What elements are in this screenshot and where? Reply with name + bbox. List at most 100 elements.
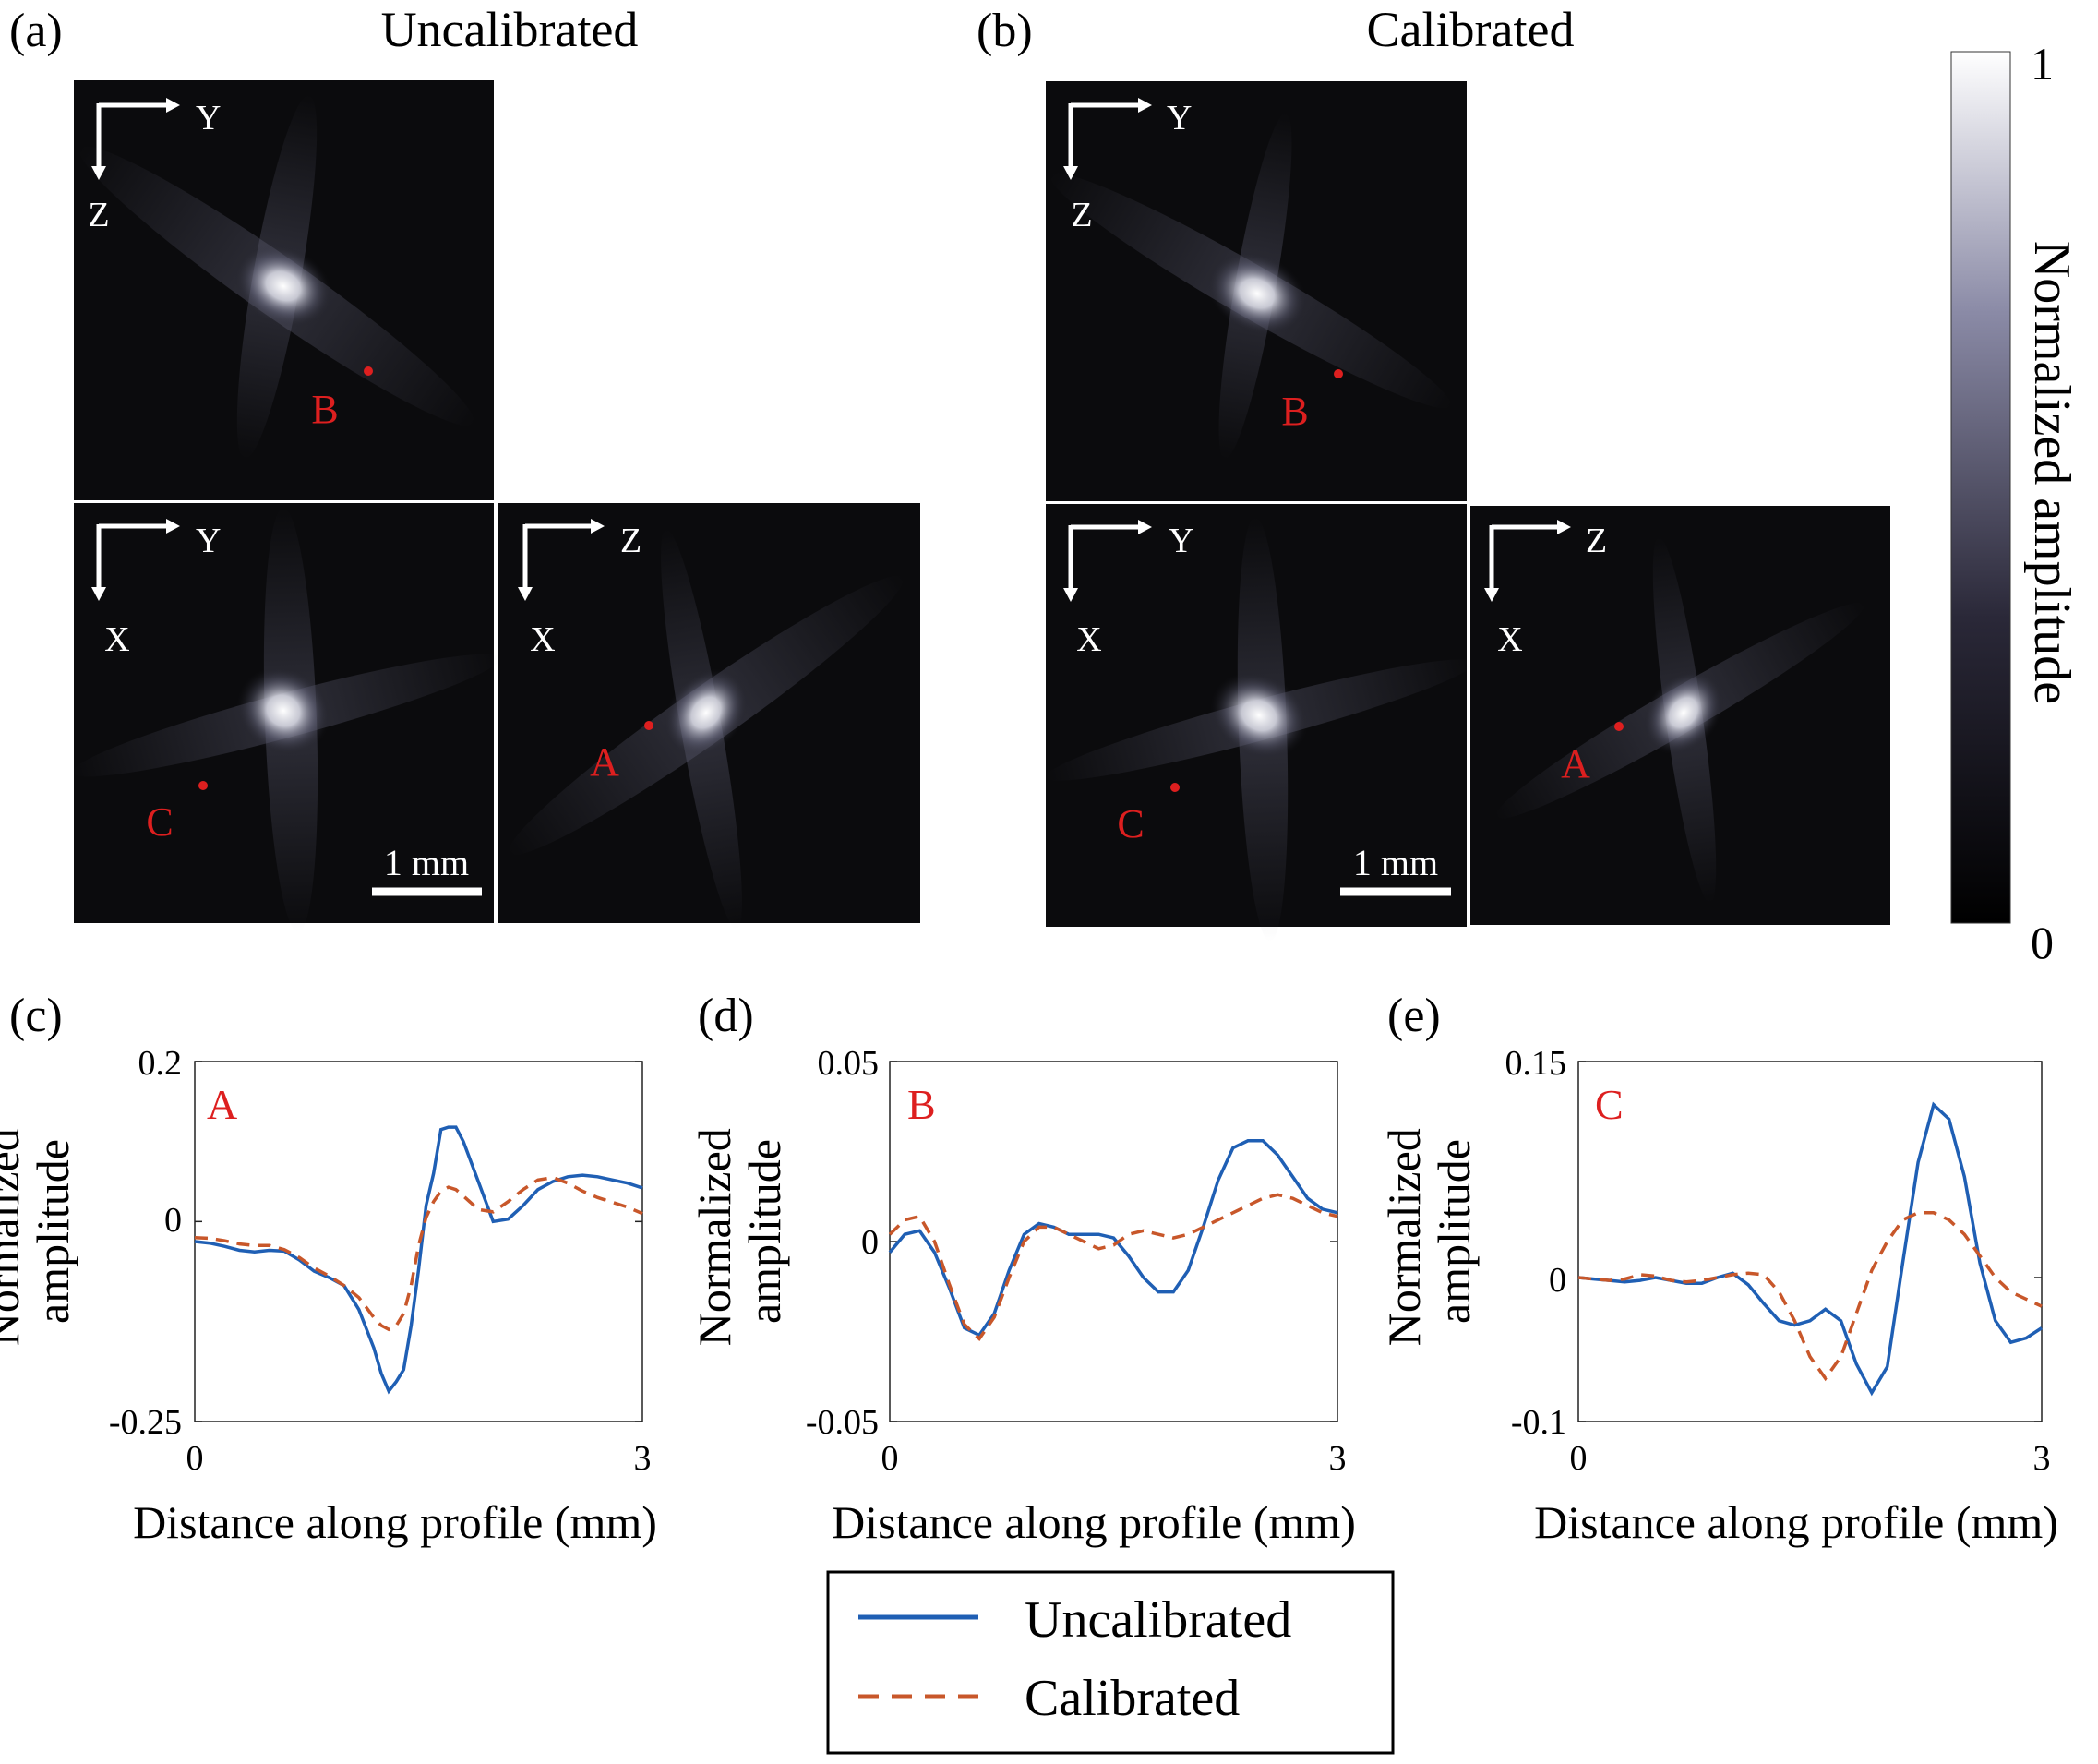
chart-panel-label: (c) bbox=[9, 990, 63, 1042]
legend-box bbox=[826, 1570, 1395, 1755]
y-axis-label: Normalized amplitude bbox=[1378, 1117, 1480, 1347]
chart-panel-label: (e) bbox=[1387, 990, 1441, 1042]
series-calibrated-line bbox=[194, 1175, 643, 1332]
x-tick-label: 0 bbox=[881, 1439, 899, 1478]
x-tick-label: 0 bbox=[186, 1439, 204, 1478]
arrowhead-icon bbox=[1557, 520, 1571, 534]
psf-spot bbox=[236, 666, 330, 755]
psf-spot bbox=[1210, 672, 1308, 759]
y-tick-label: 0.15 bbox=[1505, 1044, 1567, 1083]
colorbar-min-label: 0 bbox=[2031, 917, 2054, 968]
x-tick-label: 3 bbox=[2033, 1439, 2051, 1478]
axis-label-vertical: X bbox=[1076, 620, 1101, 659]
scalebar-label: 1 mm bbox=[384, 842, 469, 883]
legend-label-calibrated: Calibrated bbox=[1025, 1670, 1240, 1727]
axis-label-horizontal: Y bbox=[1167, 99, 1192, 138]
y-tick-label: -0.1 bbox=[1511, 1403, 1566, 1442]
panel-a-view-xz: Z X A bbox=[498, 503, 920, 930]
y-axis-label-line: amplitude bbox=[27, 1139, 78, 1324]
arrowhead-icon bbox=[91, 166, 106, 180]
y-tick-label: 0 bbox=[1549, 1261, 1566, 1300]
x-tick-label: 3 bbox=[634, 1439, 652, 1478]
colorbar-max-label: 1 bbox=[2031, 38, 2054, 90]
x-tick-label: 3 bbox=[1329, 1439, 1347, 1478]
series-container bbox=[1577, 1101, 2043, 1397]
y-axis-label-line: Normalized bbox=[1378, 1128, 1430, 1346]
arrowhead-icon bbox=[591, 519, 605, 534]
x-axis-label: Distance along profile (mm) bbox=[133, 1496, 657, 1548]
axis-label-vertical: X bbox=[530, 620, 555, 659]
arrowhead-icon bbox=[1484, 588, 1499, 602]
profile-marker-label: C bbox=[146, 799, 173, 845]
panel-a: (a) Uncalibrated Y Z B Y bbox=[9, 2, 920, 932]
y-axis-label: Normalized amplitude bbox=[689, 1117, 790, 1347]
tick-marks bbox=[195, 1061, 642, 1422]
arrowhead-icon bbox=[1063, 588, 1078, 602]
colorbar: 1 0 Normalized amplitude bbox=[1950, 38, 2080, 968]
panel-a-title: Uncalibrated bbox=[381, 2, 639, 57]
legend-label-uncalibrated: Uncalibrated bbox=[1025, 1591, 1291, 1649]
panel-b-label: (b) bbox=[977, 5, 1033, 57]
y-axis-label: Normalized amplitude bbox=[0, 1117, 78, 1347]
y-tick-label: 0 bbox=[861, 1223, 879, 1262]
arrowhead-icon bbox=[1138, 98, 1152, 113]
chart-c: (c) A 0.2 0 -0.25 0 3 Distance along pro… bbox=[0, 990, 657, 1548]
profile-marker-label: A bbox=[1561, 741, 1590, 786]
profile-marker-dot bbox=[364, 366, 373, 376]
y-tick-label: 0 bbox=[164, 1201, 182, 1240]
plot-annotation: B bbox=[907, 1081, 936, 1128]
panel-b-view-yz: Y Z B bbox=[1046, 81, 1467, 501]
y-tick-label: 0.2 bbox=[138, 1044, 183, 1083]
profile-marker-dot bbox=[1614, 722, 1624, 731]
plot-frame bbox=[889, 1061, 1338, 1422]
psf-spot bbox=[1207, 252, 1307, 335]
chart-d: (d) B 0.05 0 -0.05 0 3 Distance along pr… bbox=[689, 990, 1356, 1548]
series-calibrated-line bbox=[888, 1193, 1338, 1341]
profile-marker-label: B bbox=[1281, 389, 1308, 434]
x-axis-label: Distance along profile (mm) bbox=[1534, 1496, 2058, 1548]
axis-label-horizontal: Y bbox=[196, 522, 221, 560]
scalebar-label: 1 mm bbox=[1353, 842, 1438, 883]
profile-marker-dot bbox=[1334, 369, 1343, 378]
series-uncalibrated-line bbox=[1577, 1101, 2043, 1397]
x-axis-label: Distance along profile (mm) bbox=[832, 1496, 1356, 1548]
axis-label-horizontal: Z bbox=[1586, 522, 1607, 560]
arrowhead-icon bbox=[518, 587, 533, 601]
y-tick-label: -0.05 bbox=[806, 1403, 879, 1442]
y-axis-label-line: Normalized bbox=[689, 1128, 740, 1346]
series-uncalibrated-line bbox=[888, 1139, 1338, 1338]
axis-label-vertical: X bbox=[104, 620, 129, 659]
psf-spot bbox=[234, 245, 332, 328]
arrowhead-icon bbox=[1138, 520, 1152, 534]
panel-a-label: (a) bbox=[9, 5, 63, 57]
y-axis-label-line: amplitude bbox=[1428, 1139, 1480, 1324]
arrowhead-icon bbox=[166, 98, 180, 113]
arrowhead-icon bbox=[1063, 166, 1078, 180]
tick-marks bbox=[1578, 1061, 2042, 1422]
colorbar-gradient bbox=[1950, 51, 2011, 924]
y-tick-label: -0.25 bbox=[109, 1403, 182, 1442]
panel-b-view-xz: Z X A bbox=[1470, 506, 1890, 925]
y-axis-label-line: Normalized bbox=[0, 1128, 29, 1346]
axis-label-vertical: Z bbox=[1071, 196, 1092, 234]
y-tick-label: 0.05 bbox=[818, 1044, 880, 1083]
profile-marker-dot bbox=[1170, 783, 1180, 792]
series-uncalibrated-line bbox=[194, 1125, 643, 1395]
profile-marker-label: C bbox=[1117, 801, 1144, 846]
panel-b-view-xy: Y X C 1 mm bbox=[1046, 504, 1474, 942]
legend: Uncalibrated Calibrated bbox=[826, 1570, 1395, 1755]
arrowhead-icon bbox=[91, 587, 106, 601]
series-calibrated-line bbox=[1577, 1211, 2043, 1382]
tick-marks bbox=[890, 1061, 1337, 1422]
panel-b-title: Calibrated bbox=[1367, 2, 1575, 57]
chart-e: (e) C 0.15 0 -0.1 0 3 Distance along pro… bbox=[1378, 990, 2058, 1548]
axis-label-vertical: X bbox=[1497, 620, 1522, 659]
arrowhead-icon bbox=[166, 519, 180, 534]
panel-b: (b) Calibrated Y Z B Y bbox=[977, 2, 1890, 942]
axis-label-vertical: Z bbox=[88, 196, 109, 234]
psf-spot bbox=[1643, 670, 1724, 755]
y-axis-label-line: amplitude bbox=[738, 1139, 790, 1324]
psf-spot bbox=[664, 668, 749, 757]
profile-marker-label: B bbox=[311, 387, 338, 432]
